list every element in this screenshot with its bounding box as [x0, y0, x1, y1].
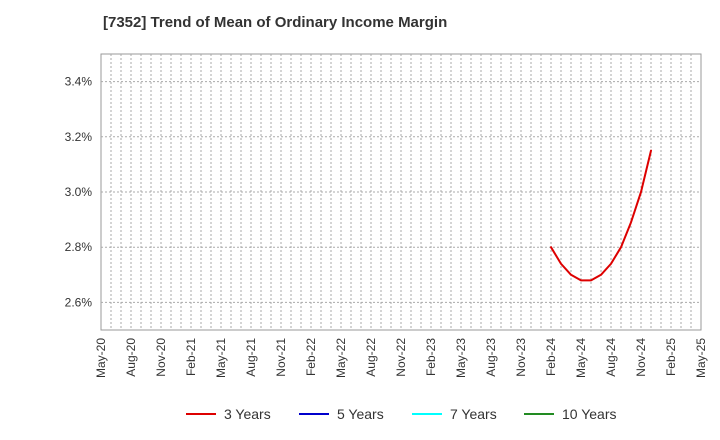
legend-label: 10 Years [562, 406, 617, 422]
legend-item: 7 Years [412, 406, 497, 422]
x-tick-label: Nov-21 [274, 338, 288, 377]
x-tick-label: May-21 [214, 338, 228, 378]
x-axis: May-20 Aug-20 Nov-20 Feb-21 May-21 Aug-21 Nov-… [94, 338, 708, 378]
x-tick-label: May-22 [334, 338, 348, 378]
x-tick-label: Nov-23 [514, 338, 528, 377]
x-tick-label: Aug-22 [364, 338, 378, 377]
x-tick-label: Aug-20 [124, 338, 138, 377]
legend-item: 5 Years [299, 406, 384, 422]
x-tick-label: Nov-20 [154, 338, 168, 377]
y-tick-label: 3.4% [65, 75, 93, 89]
x-tick-label: May-23 [454, 338, 468, 378]
x-tick-label: Feb-24 [544, 338, 558, 376]
y-tick-label: 2.6% [65, 295, 93, 309]
series-lines [550, 149, 652, 282]
x-tick-label: Nov-22 [394, 338, 408, 377]
legend-item: 3 Years [186, 406, 271, 422]
legend: 3 Years 5 Years 7 Years 10 Years [186, 406, 617, 422]
x-tick-label: Feb-23 [424, 338, 438, 376]
legend-item: 10 Years [524, 406, 617, 422]
x-tick-label: Feb-21 [184, 338, 198, 376]
x-tick-label: Aug-21 [244, 338, 258, 377]
x-tick-label: May-20 [94, 338, 108, 378]
x-tick-label: Nov-24 [634, 338, 648, 377]
x-tick-label: Feb-22 [304, 338, 318, 376]
y-tick-label: 2.8% [65, 240, 93, 254]
y-axis: 2.6% 2.8% 3.0% 3.2% 3.4% [65, 75, 93, 310]
legend-label: 5 Years [337, 406, 384, 422]
x-tick-label: May-24 [574, 338, 588, 378]
legend-label: 7 Years [450, 406, 497, 422]
legend-label: 3 Years [224, 406, 271, 422]
x-tick-label: May-25 [694, 338, 708, 378]
x-tick-label: Aug-23 [484, 338, 498, 377]
y-tick-label: 3.0% [65, 185, 93, 199]
grid [101, 54, 701, 330]
y-tick-label: 3.2% [65, 130, 93, 144]
chart-title: [7352] Trend of Mean of Ordinary Income … [103, 14, 448, 31]
x-tick-label: Feb-25 [664, 338, 678, 376]
series-line [550, 149, 652, 282]
x-tick-label: Aug-24 [604, 338, 618, 377]
